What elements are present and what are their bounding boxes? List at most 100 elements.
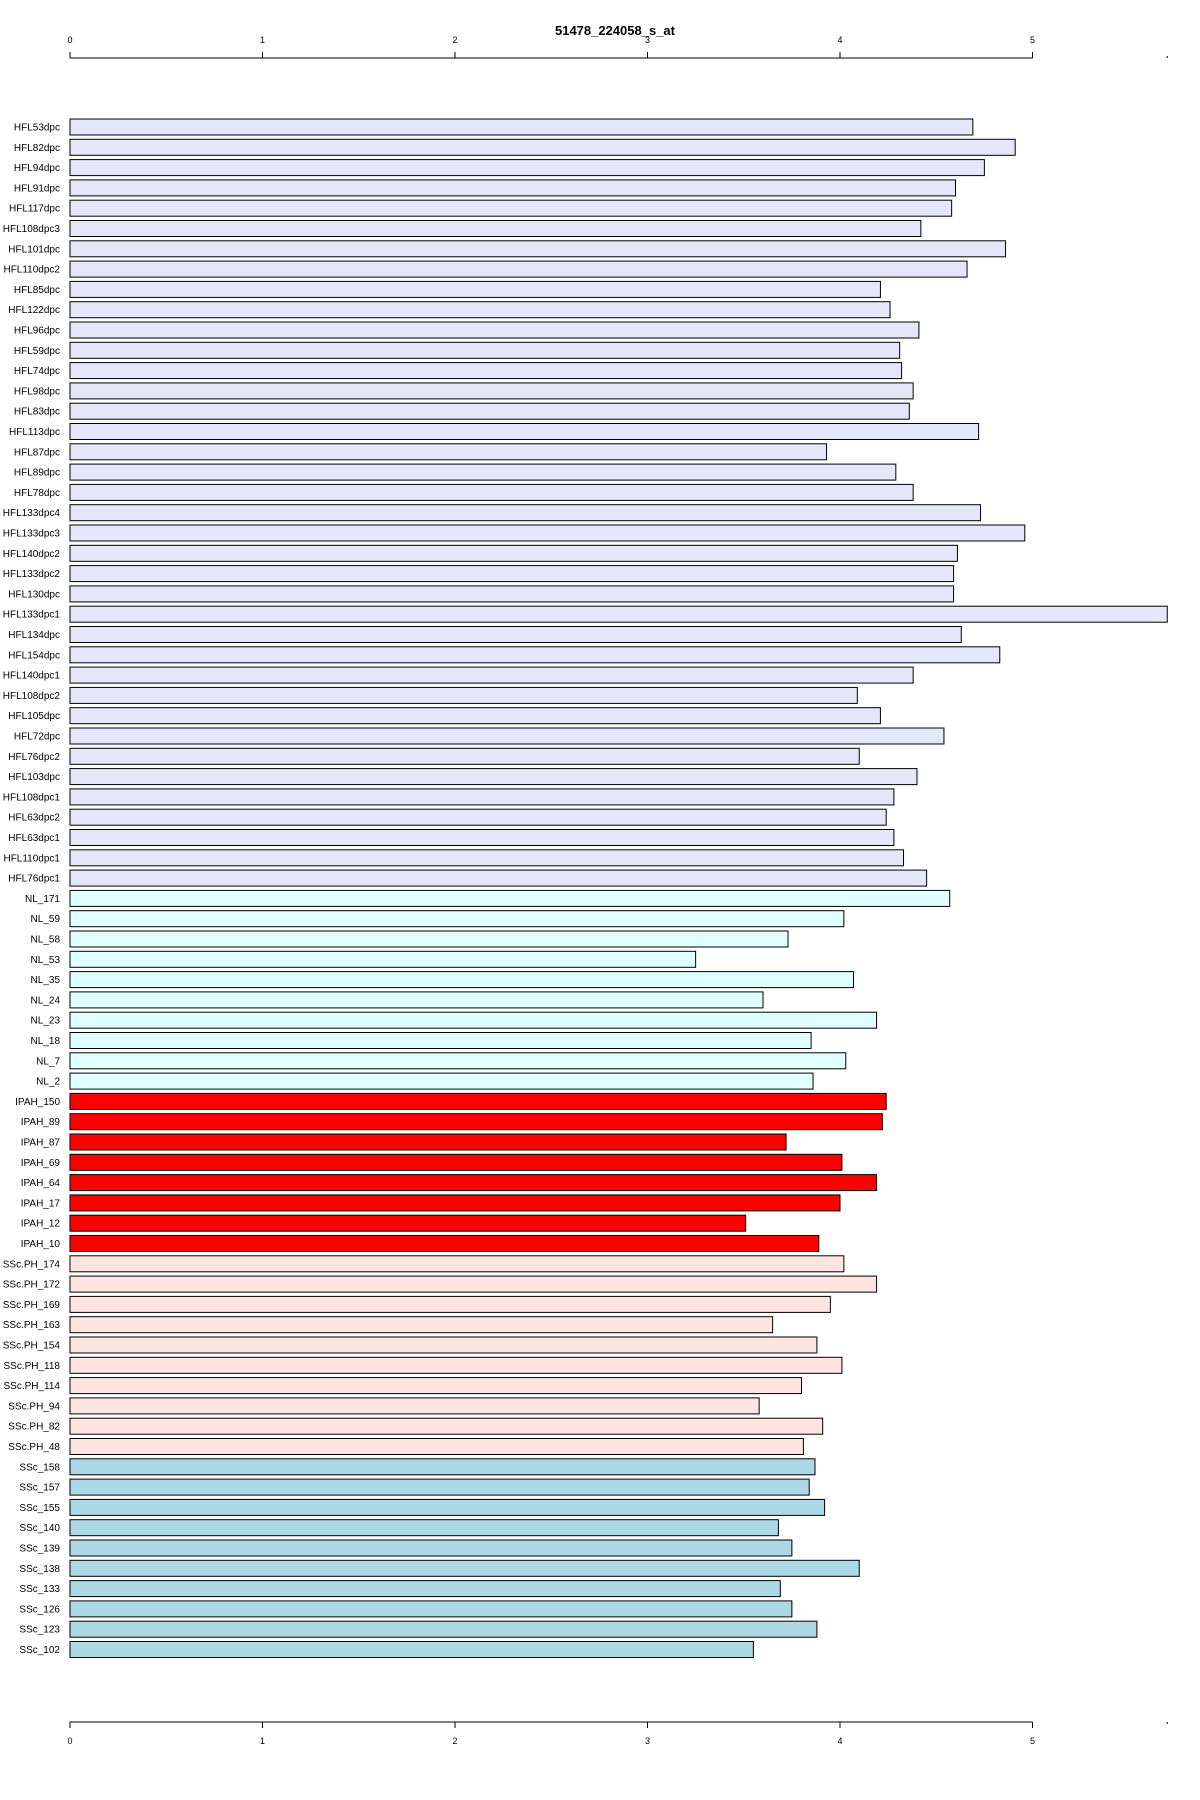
bottom-tick-label: 3 [645, 1736, 650, 1746]
bar-HFL78dpc [69, 483, 914, 501]
bottom-tick-label: 0 [67, 1736, 72, 1746]
category-label-SSc.PH_169: SSc.PH_169 [3, 1300, 61, 1311]
bar-HFL76dpc1 [69, 869, 928, 887]
category-label-HFL108dpc1: HFL108dpc1 [3, 792, 61, 803]
category-label-SSc.PH_114: SSc.PH_114 [3, 1381, 60, 1392]
bar-HFL103dpc [69, 768, 918, 786]
category-label-HFL113dpc: HFL113dpc [9, 427, 60, 438]
bar-HFL140dpc2 [69, 544, 958, 562]
category-label-IPAH_10: IPAH_10 [21, 1239, 61, 1250]
bar-HFL140dpc1 [69, 666, 914, 684]
category-label-SSc.PH_94: SSc.PH_94 [8, 1401, 60, 1412]
category-label-SSc.PH_154: SSc.PH_154 [3, 1341, 61, 1352]
category-label-IPAH_12: IPAH_12 [21, 1219, 61, 1230]
top-tick-label: 5 [1030, 35, 1035, 45]
category-label-IPAH_64: IPAH_64 [21, 1178, 61, 1189]
bar-SSc.PH_172 [69, 1275, 878, 1293]
top-tick-label: 0 [67, 35, 72, 45]
category-label-SSc.PH_82: SSc.PH_82 [8, 1422, 60, 1433]
category-label-HFL108dpc3: HFL108dpc3 [3, 224, 61, 235]
top-tick-label: 1 [260, 35, 265, 45]
category-label-IPAH_87: IPAH_87 [21, 1138, 61, 1149]
bar-HFL154dpc [69, 646, 1001, 664]
category-label-SSc_155: SSc_155 [19, 1503, 60, 1514]
bar-SSc_140 [69, 1519, 779, 1537]
bar-HFL110dpc2 [69, 260, 968, 278]
bar-HFL72dpc [69, 727, 945, 745]
bar-HFL110dpc1 [69, 849, 905, 867]
bar-SSc.PH_94 [69, 1397, 760, 1415]
category-label-IPAH_150: IPAH_150 [15, 1097, 60, 1108]
category-label-HFL72dpc: HFL72dpc [14, 732, 60, 743]
bar-HFL134dpc [69, 626, 962, 643]
category-label-HFL98dpc: HFL98dpc [14, 386, 60, 397]
category-label-HFL87dpc: HFL87dpc [14, 447, 60, 458]
bar-HFL133dpc2 [69, 565, 955, 583]
category-label-HFL74dpc: HFL74dpc [14, 366, 60, 377]
category-label-NL_24: NL_24 [31, 995, 61, 1006]
category-label-SSc.PH_118: SSc.PH_118 [3, 1361, 60, 1372]
bar-HFL63dpc2 [69, 808, 887, 826]
bar-HFL96dpc [69, 321, 920, 339]
bar-NL_7 [69, 1052, 847, 1070]
category-label-HFL130dpc: HFL130dpc [8, 589, 60, 600]
category-label-HFL122dpc: HFL122dpc [8, 305, 60, 316]
category-label-SSc_138: SSc_138 [19, 1564, 60, 1575]
bar-HFL105dpc [69, 707, 881, 725]
category-label-HFL133dpc3: HFL133dpc3 [3, 529, 61, 540]
category-label-HFL134dpc: HFL134dpc [8, 630, 60, 641]
bar-IPAH_69 [69, 1153, 843, 1171]
top-x-axis: 0 1 2 3 4 5 [67, 35, 1168, 59]
bar-SSc_138 [69, 1559, 860, 1577]
category-label-HFL76dpc1: HFL76dpc1 [8, 874, 60, 885]
bar-HFL101dpc [69, 240, 1007, 258]
bar-HFL113dpc [69, 423, 980, 440]
category-label-HFL133dpc4: HFL133dpc4 [3, 508, 61, 519]
bar-HFL122dpc [69, 301, 891, 319]
category-label-NL_23: NL_23 [31, 1016, 61, 1027]
category-label-HFL53dpc: HFL53dpc [14, 123, 60, 134]
category-label-HFL82dpc: HFL82dpc [14, 143, 60, 154]
category-label-IPAH_89: IPAH_89 [21, 1117, 61, 1128]
bar-IPAH_64 [69, 1174, 878, 1192]
category-label-IPAH_17: IPAH_17 [21, 1198, 61, 1209]
bar-NL_23 [69, 1011, 878, 1029]
bar-NL_24 [69, 991, 764, 1009]
bar-SSc.PH_169 [69, 1295, 831, 1313]
bar-HFL108dpc3 [69, 220, 922, 237]
category-label-NL_35: NL_35 [31, 975, 61, 986]
category-labels: HFL53dpc HFL82dpc HFL94dpc HFL91dpc HFL117dp… [3, 123, 61, 1657]
bar-NL_59 [69, 910, 845, 928]
bar-SSc_133 [69, 1580, 781, 1598]
category-label-HFL63dpc2: HFL63dpc2 [8, 813, 60, 824]
bar-SSc_155 [69, 1498, 826, 1516]
category-label-HFL140dpc1: HFL140dpc1 [3, 671, 61, 682]
bar-HFL108dpc2 [69, 686, 858, 704]
category-label-IPAH_69: IPAH_69 [21, 1158, 61, 1169]
bar-NL_18 [69, 1032, 812, 1049]
bar-SSc_126 [69, 1600, 793, 1618]
chart-title: 51478_224058_s_at [555, 23, 676, 38]
bar-HFL117dpc [69, 199, 953, 217]
category-label-SSc_140: SSc_140 [19, 1523, 60, 1534]
category-label-HFL154dpc: HFL154dpc [8, 650, 60, 661]
bar-SSc.PH_154 [69, 1336, 818, 1354]
bar-HFL130dpc [69, 585, 955, 603]
category-label-HFL59dpc: HFL59dpc [14, 346, 60, 357]
category-label-HFL83dpc: HFL83dpc [14, 407, 60, 418]
category-label-NL_53: NL_53 [31, 955, 61, 966]
bar-SSc.PH_48 [69, 1438, 804, 1455]
bottom-tick-label: 2 [452, 1736, 457, 1746]
bar-NL_53 [69, 950, 697, 968]
bar-SSc_102 [69, 1641, 754, 1658]
bar-HFL82dpc [69, 138, 1016, 156]
bar-SSc.PH_174 [69, 1255, 845, 1273]
category-label-HFL133dpc2: HFL133dpc2 [3, 569, 61, 580]
bar-HFL87dpc [69, 443, 828, 461]
bottom-tick-label: 1 [260, 1736, 265, 1746]
category-label-NL_2: NL_2 [36, 1077, 60, 1088]
bar-HFL74dpc [69, 362, 903, 380]
category-label-SSc_126: SSc_126 [19, 1604, 60, 1615]
